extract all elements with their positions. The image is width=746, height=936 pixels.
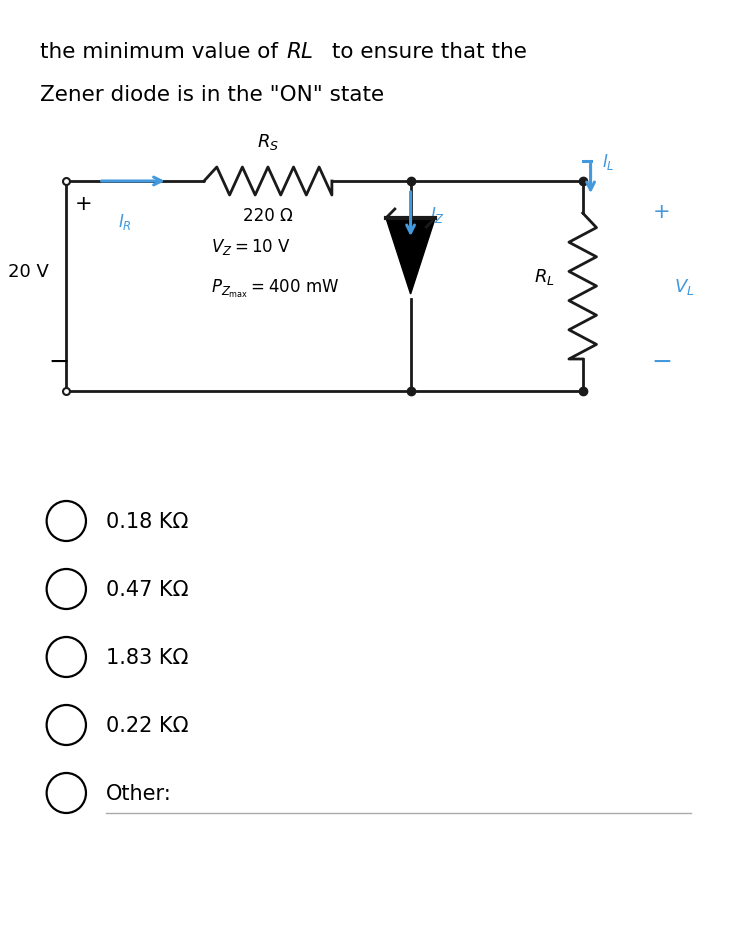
Polygon shape (386, 219, 435, 295)
Text: $V_Z = 10\ \mathrm{V}$: $V_Z = 10\ \mathrm{V}$ (211, 237, 291, 256)
Text: $R_S$: $R_S$ (257, 132, 279, 152)
Text: 220 Ω: 220 Ω (243, 207, 293, 225)
Text: $RL$: $RL$ (286, 42, 313, 62)
Text: to ensure that the: to ensure that the (325, 42, 527, 62)
Text: +: + (75, 194, 93, 213)
Text: 20 V: 20 V (7, 263, 48, 281)
Text: 0.22 KΩ: 0.22 KΩ (106, 715, 188, 735)
Text: 0.47 KΩ: 0.47 KΩ (106, 579, 188, 599)
Text: $I_R$: $I_R$ (119, 212, 132, 232)
Text: $P_{Z_{\mathrm{max}}} = 400\ \mathrm{mW}$: $P_{Z_{\mathrm{max}}} = 400\ \mathrm{mW}… (211, 278, 339, 300)
Text: −: − (651, 350, 672, 373)
Text: $R_L$: $R_L$ (534, 267, 555, 286)
Text: $V_L$: $V_L$ (674, 277, 695, 297)
Text: Zener diode is in the "ON" state: Zener diode is in the "ON" state (40, 85, 384, 105)
Text: −: − (48, 350, 69, 373)
Text: Other:: Other: (106, 783, 172, 803)
Text: the minimum value of: the minimum value of (40, 42, 285, 62)
Text: 1.83 KΩ: 1.83 KΩ (106, 648, 188, 667)
Text: $I_L$: $I_L$ (602, 152, 615, 172)
Text: 0.18 KΩ: 0.18 KΩ (106, 511, 188, 532)
Text: $I_Z$: $I_Z$ (430, 205, 445, 225)
Text: +: + (653, 202, 670, 222)
